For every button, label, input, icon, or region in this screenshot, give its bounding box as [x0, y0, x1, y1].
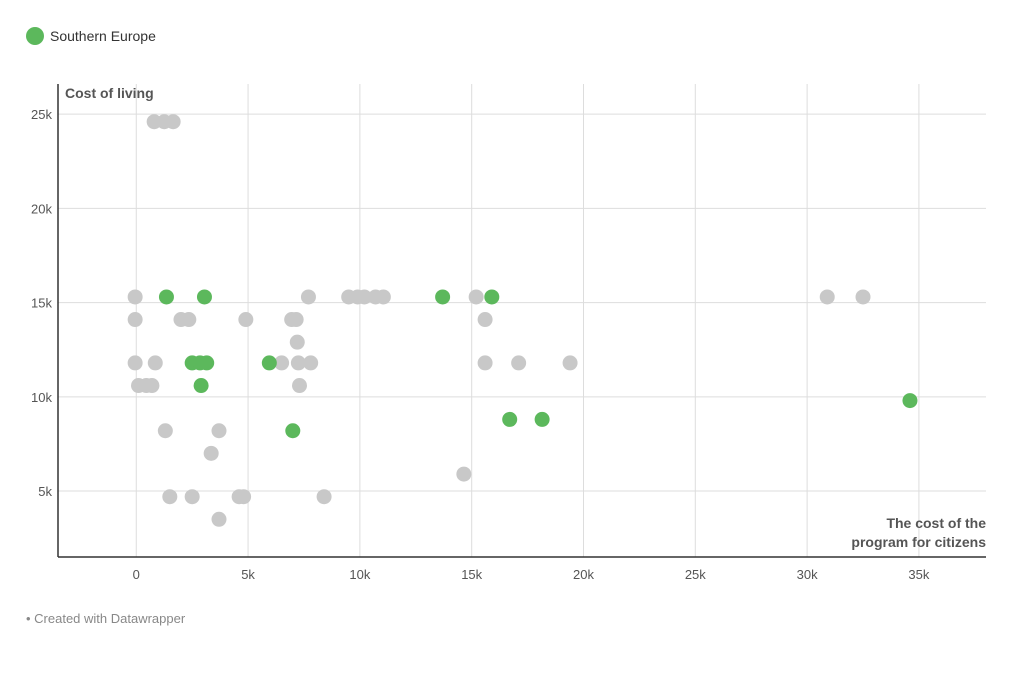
- data-point-other: [127, 312, 143, 328]
- grid-lines: [58, 84, 986, 557]
- data-point-other: [290, 355, 306, 371]
- data-point-southern-europe: [435, 289, 451, 305]
- x-tick-label: 35k: [908, 567, 929, 582]
- data-point-southern-europe: [285, 423, 301, 439]
- data-point-southern-europe: [502, 411, 518, 427]
- data-point-other: [292, 378, 308, 394]
- axes: [57, 84, 986, 558]
- points-other: [127, 114, 871, 527]
- data-point-other: [855, 289, 871, 305]
- data-point-southern-europe: [158, 289, 174, 305]
- x-axis-title-line: program for citizens: [851, 534, 986, 550]
- x-tick-label: 0: [133, 567, 140, 582]
- axis-titles: Cost of living The cost of the program for…: [65, 85, 986, 550]
- data-point-other: [211, 423, 227, 439]
- points-highlight: [158, 289, 918, 439]
- legend-marker-icon: [26, 27, 44, 45]
- data-point-other: [468, 289, 484, 305]
- data-point-other: [456, 466, 472, 482]
- scatter-chart: 0 5k 10k 15k 20k 25k 30k 35k 5k 10k 15k 20k 25k Cost…: [31, 84, 986, 582]
- data-point-other: [127, 355, 143, 371]
- data-point-other: [288, 312, 304, 328]
- data-point-southern-europe: [193, 378, 209, 394]
- y-tick-label: 5k: [38, 484, 52, 499]
- data-point-southern-europe: [261, 355, 277, 371]
- data-point-other: [236, 489, 252, 505]
- y-tick-label: 15k: [31, 296, 52, 311]
- data-point-other: [356, 289, 372, 305]
- x-tick-label: 25k: [685, 567, 706, 582]
- data-point-other: [316, 489, 332, 505]
- data-point-other: [157, 423, 173, 439]
- x-tick-label: 20k: [573, 567, 594, 582]
- data-point-other: [184, 489, 200, 505]
- legend-label: Southern Europe: [50, 28, 156, 44]
- data-point-other: [303, 355, 319, 371]
- y-tick-label: 10k: [31, 390, 52, 405]
- x-tick-label: 10k: [349, 567, 370, 582]
- data-point-other: [300, 289, 316, 305]
- tick-labels: 0 5k 10k 15k 20k 25k 30k 35k 5k 10k 15k 20k 25k: [31, 107, 930, 582]
- x-tick-label: 5k: [241, 567, 255, 582]
- x-tick-label: 15k: [461, 567, 482, 582]
- data-point-other: [274, 355, 290, 371]
- y-tick-label: 20k: [31, 201, 52, 216]
- legend: Southern Europe: [26, 27, 156, 45]
- data-point-other: [289, 334, 305, 350]
- data-point-southern-europe: [902, 393, 918, 409]
- y-axis-title: Cost of living: [65, 85, 154, 101]
- data-point-other: [203, 445, 219, 461]
- data-point-southern-europe: [199, 355, 215, 371]
- x-axis-title-line: The cost of the: [886, 515, 986, 531]
- data-point-other: [147, 355, 163, 371]
- data-point-other: [375, 289, 391, 305]
- data-point-other: [562, 355, 578, 371]
- data-point-other: [238, 312, 254, 328]
- data-point-other: [165, 114, 181, 130]
- data-point-southern-europe: [534, 411, 550, 427]
- data-point-other: [181, 312, 197, 328]
- data-point-other: [511, 355, 527, 371]
- y-tick-label: 25k: [31, 107, 52, 122]
- data-point-other: [211, 511, 227, 527]
- x-tick-label: 30k: [797, 567, 818, 582]
- data-point-other: [477, 312, 493, 328]
- data-point-other: [819, 289, 835, 305]
- footer-credit: • Created with Datawrapper: [26, 611, 186, 626]
- data-point-southern-europe: [484, 289, 500, 305]
- data-point-southern-europe: [196, 289, 212, 305]
- data-point-other: [127, 289, 143, 305]
- data-point-other: [144, 378, 160, 394]
- data-point-other: [477, 355, 493, 371]
- data-point-other: [162, 489, 178, 505]
